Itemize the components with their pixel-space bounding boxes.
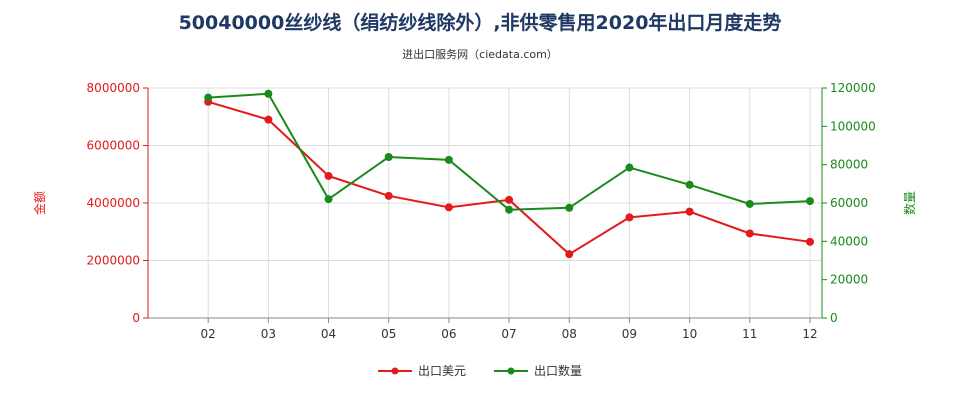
chart-subtitle: 进出口服务网（ciedata.com） bbox=[402, 48, 558, 61]
y-tick-label-right: 100000 bbox=[830, 119, 876, 133]
data-point-series-1 bbox=[565, 250, 574, 259]
data-point-series-2 bbox=[264, 89, 273, 98]
legend-label-series-1: 出口美元 bbox=[417, 364, 466, 378]
data-point-series-2 bbox=[204, 93, 213, 102]
data-point-series-2 bbox=[324, 195, 333, 204]
x-tick-label: 10 bbox=[682, 327, 697, 341]
legend-item-series-2[interactable]: 出口数量 bbox=[494, 362, 582, 379]
x-tick-label: 02 bbox=[201, 327, 216, 341]
x-tick-label: 07 bbox=[501, 327, 516, 341]
legend-label-series-2: 出口数量 bbox=[534, 364, 583, 378]
data-point-series-2 bbox=[565, 203, 574, 212]
x-tick-label: 03 bbox=[261, 327, 276, 341]
y-tick-label-left: 4000000 bbox=[87, 196, 140, 210]
data-point-series-1 bbox=[324, 171, 333, 180]
legend-swatch-series-2 bbox=[494, 367, 528, 374]
data-point-series-2 bbox=[745, 199, 754, 208]
data-point-series-2 bbox=[805, 197, 814, 206]
y-tick-label-left: 0 bbox=[132, 311, 140, 325]
legend-swatch-series-1 bbox=[377, 367, 412, 374]
y-tick-label-left: 2000000 bbox=[87, 254, 140, 268]
data-point-series-2 bbox=[444, 155, 453, 164]
x-tick-label: 05 bbox=[381, 327, 396, 341]
y-tick-label-left: 8000000 bbox=[87, 81, 140, 95]
x-tick-label: 04 bbox=[321, 327, 336, 341]
data-point-series-1 bbox=[444, 203, 453, 212]
data-point-series-2 bbox=[625, 163, 634, 172]
y-tick-label-right: 80000 bbox=[830, 158, 868, 172]
legend: 出口美元 出口数量 bbox=[0, 362, 960, 379]
x-tick-label: 08 bbox=[562, 327, 577, 341]
x-tick-label: 11 bbox=[742, 327, 757, 341]
y-tick-label-right: 60000 bbox=[830, 196, 868, 210]
legend-item-series-1[interactable]: 出口美元 bbox=[377, 362, 466, 379]
chart-title: 50040000丝纱线（绢纺纱线除外）,非供零售用2020年出口月度走势 bbox=[178, 12, 782, 34]
data-point-series-2 bbox=[685, 180, 694, 189]
x-tick-label: 12 bbox=[802, 327, 817, 341]
y-tick-label-right: 0 bbox=[830, 311, 838, 325]
data-point-series-1 bbox=[685, 207, 694, 216]
y-tick-label-right: 120000 bbox=[830, 81, 876, 95]
y-axis-label-right: 数量 bbox=[902, 191, 917, 215]
data-point-series-1 bbox=[805, 237, 814, 246]
y-tick-label-right: 40000 bbox=[830, 234, 868, 248]
y-tick-label-right: 20000 bbox=[830, 273, 868, 287]
x-tick-label: 09 bbox=[622, 327, 637, 341]
data-point-series-2 bbox=[384, 153, 393, 161]
data-point-series-1 bbox=[625, 213, 634, 222]
data-point-series-1 bbox=[505, 195, 514, 204]
data-point-series-1 bbox=[384, 191, 393, 200]
x-tick-label: 06 bbox=[441, 327, 456, 341]
y-tick-label-left: 6000000 bbox=[87, 139, 140, 153]
data-point-series-1 bbox=[264, 115, 273, 124]
data-point-series-2 bbox=[505, 205, 514, 214]
y-axis-label-left: 金额 bbox=[32, 191, 47, 215]
data-point-series-1 bbox=[745, 229, 754, 238]
